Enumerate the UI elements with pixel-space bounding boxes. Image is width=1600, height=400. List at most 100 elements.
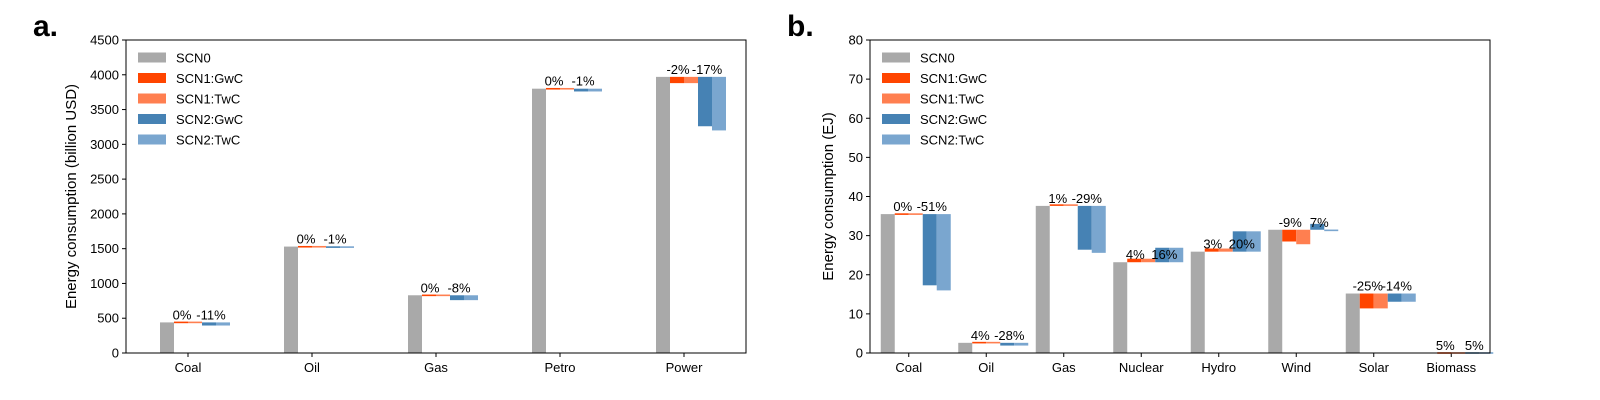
legend-label: SCN1:GwC [920, 71, 987, 86]
legend-label: SCN1:TwC [176, 92, 240, 107]
data-label-scn1: 0% [173, 307, 192, 322]
bar-scn1-gwc [546, 87, 560, 90]
bar-scn1-twc [188, 321, 202, 324]
legend-label: SCN2:TwC [176, 133, 240, 148]
y-tick-label: 60 [849, 111, 863, 126]
x-tick-label: Nuclear [1119, 360, 1164, 375]
bar-scn2-gwc [1387, 293, 1402, 302]
bar-scn1-twc [1296, 229, 1311, 245]
legend-label: SCN0 [176, 51, 211, 66]
legend-swatch [138, 114, 166, 124]
bar-scn1-twc [312, 245, 326, 248]
bar-scn0 [1268, 229, 1283, 353]
bar-scn0 [1345, 293, 1360, 353]
y-axis-title: Energy consumption (billion USD) [63, 84, 80, 309]
bar-scn2-twc [1246, 231, 1261, 252]
y-tick-label: 0 [856, 346, 863, 361]
bar-scn1-gwc [1049, 204, 1064, 206]
legend-label: SCN2:GwC [920, 112, 987, 127]
y-tick-label: 2000 [90, 206, 119, 221]
data-label-scn1: -9% [1279, 215, 1303, 230]
data-label-scn1: 4% [1126, 247, 1145, 262]
bar-scn2-gwc [1310, 223, 1325, 230]
bar-scn1-twc [1063, 204, 1078, 206]
bar-scn0 [656, 76, 670, 353]
x-tick-label: Power [666, 360, 704, 375]
bar-scn2-twc [588, 88, 602, 92]
data-label-scn1: 1% [1048, 191, 1067, 206]
x-tick-label: Petro [544, 360, 575, 375]
bar-scn1-gwc [1282, 229, 1297, 242]
y-tick-label: 80 [849, 33, 863, 48]
legend-label: SCN1:TwC [920, 92, 984, 107]
x-tick-label: Coal [895, 360, 922, 375]
bar-scn0 [1113, 262, 1128, 353]
chart-panel-0: a. Energy consumption (billion USD) 0 500 10… [33, 10, 747, 375]
y-tick-label: 30 [849, 228, 863, 243]
legend-swatch [882, 73, 910, 83]
bar-scn1-gwc [422, 294, 436, 297]
x-tick-label: Hydro [1201, 360, 1236, 375]
legend-swatch [138, 52, 166, 63]
bar-scn2-twc [936, 214, 951, 291]
y-tick-label: 70 [849, 72, 863, 87]
bar-scn2-twc [1169, 247, 1184, 263]
bar-scn1-twc [436, 294, 450, 297]
bar-scn0 [532, 88, 546, 353]
panel-label: a. [33, 10, 58, 43]
x-tick-label: Gas [424, 360, 448, 375]
bar-scn2-gwc [574, 88, 588, 92]
bar-scn1-gwc [894, 213, 909, 215]
bar-scn0 [1035, 205, 1050, 353]
bar-scn2-gwc [1232, 231, 1247, 252]
y-tick-label: 4000 [90, 67, 119, 82]
legend-label: SCN2:GwC [176, 112, 243, 127]
y-tick-label: 1000 [90, 276, 119, 291]
bar-scn1-twc [560, 87, 574, 90]
y-tick-label: 4500 [90, 33, 119, 48]
x-tick-label: Biomass [1426, 360, 1476, 375]
y-tick-label: 3500 [90, 102, 119, 117]
x-tick-label: Wind [1281, 360, 1311, 375]
data-label-scn1: 0% [297, 232, 316, 247]
bar-scn2-twc [464, 295, 478, 301]
data-label-scn1: 0% [545, 74, 564, 89]
bar-scn1-twc [1218, 248, 1233, 252]
y-tick-label: 500 [97, 311, 119, 326]
y-tick-label: 0 [112, 346, 119, 361]
data-label-scn2: -1% [571, 74, 595, 89]
y-tick-label: 2500 [90, 172, 119, 187]
y-tick-label: 50 [849, 150, 863, 165]
bar-scn1-gwc [972, 341, 987, 344]
data-label-scn2: -11% [196, 307, 226, 322]
data-label-scn2: 5% [1465, 338, 1484, 353]
data-label-scn1: 0% [421, 280, 440, 295]
bar-scn1-gwc [1204, 248, 1219, 252]
data-label-scn2: 20% [1229, 237, 1255, 252]
legend-label: SCN2:TwC [920, 133, 984, 148]
x-tick-label: Oil [978, 360, 994, 375]
bar-scn1-gwc [1127, 258, 1142, 263]
data-label-scn2: -14% [1382, 279, 1413, 294]
bar-scn0 [1190, 251, 1205, 353]
legend-swatch [882, 114, 910, 124]
legend-swatch [138, 73, 166, 83]
legend-swatch [882, 93, 910, 104]
plot-frame [125, 39, 747, 354]
data-label-scn2: -29% [1072, 191, 1103, 206]
bar-scn1-twc [1141, 258, 1156, 263]
legend-swatch [138, 134, 166, 145]
x-tick-label: Coal [175, 360, 202, 375]
x-tick-label: Solar [1359, 360, 1390, 375]
bar-scn0 [284, 246, 298, 353]
data-label-scn1: -2% [666, 62, 690, 77]
legend-label: SCN0 [920, 51, 955, 66]
bar-scn2-gwc [1077, 205, 1092, 250]
bar-scn2-gwc [450, 295, 464, 301]
bar-scn2-gwc [698, 76, 712, 127]
bar-scn2-gwc [326, 246, 340, 248]
bar-scn1-twc [986, 341, 1001, 344]
data-label-scn2: 7% [1310, 215, 1329, 230]
bar-scn2-twc [712, 76, 726, 131]
legend-label: SCN1:GwC [176, 71, 243, 86]
